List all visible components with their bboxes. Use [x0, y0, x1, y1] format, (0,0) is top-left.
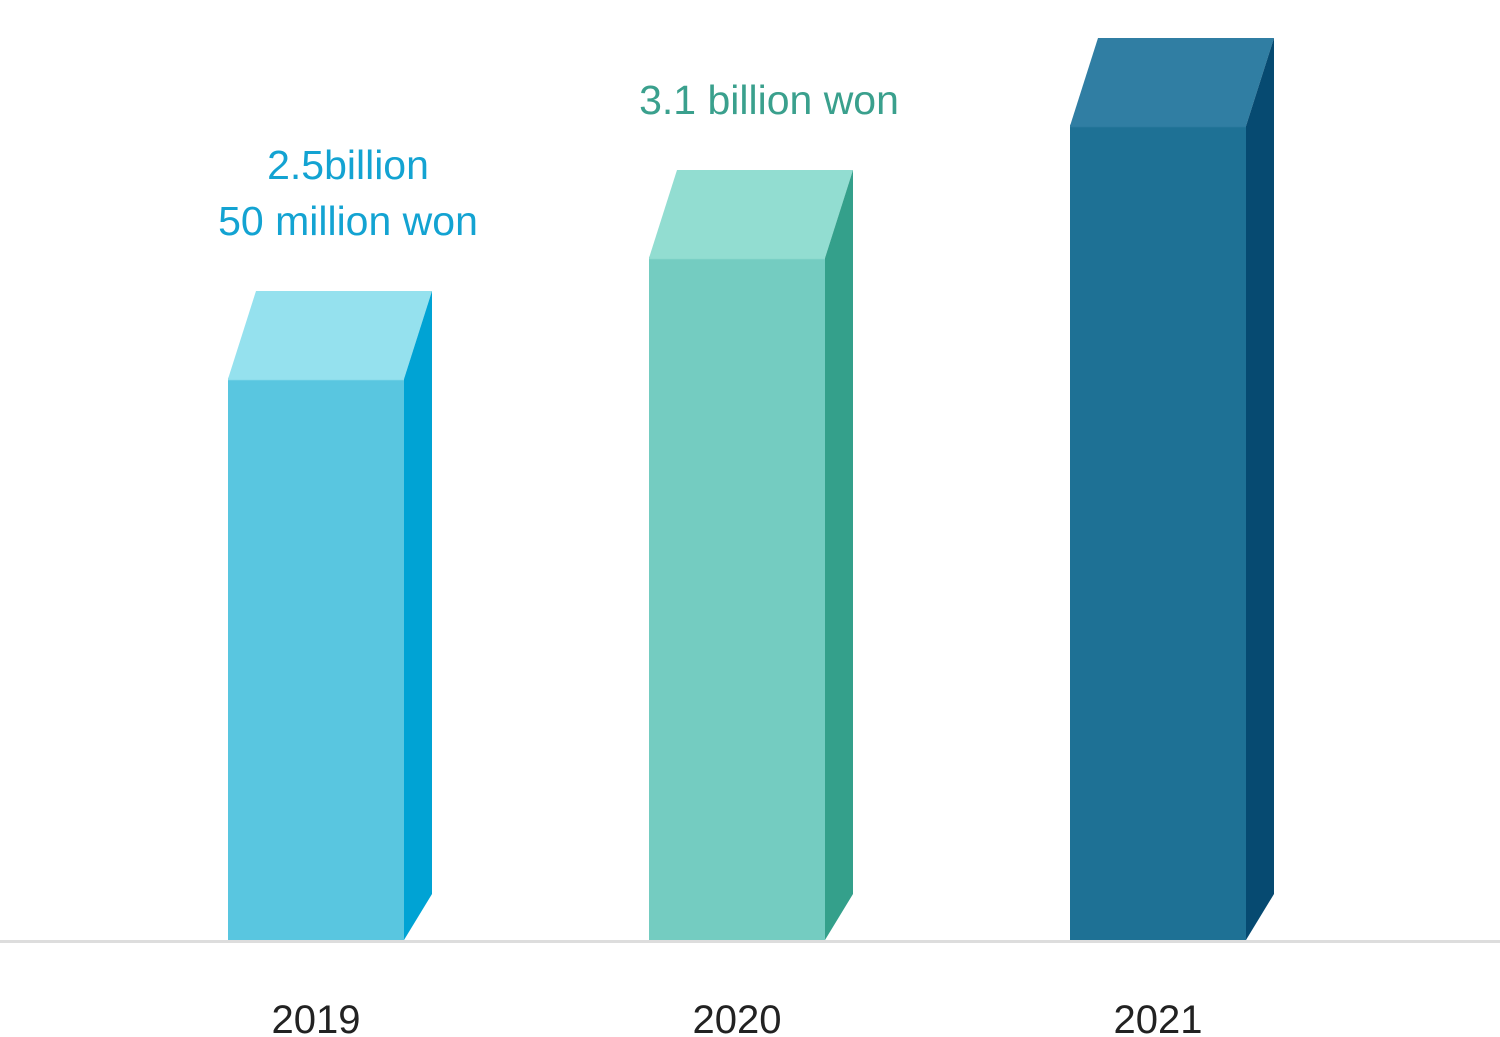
bar-side-2020: [825, 170, 853, 940]
bar-2020: [649, 170, 853, 940]
bar-2021: [1070, 38, 1274, 940]
bar-front-2019: [228, 379, 404, 940]
bar-side-2021: [1246, 38, 1274, 940]
x-tick-label-2021: 2021: [1114, 998, 1203, 1037]
bar-top-2019: [228, 291, 432, 379]
bar-top-2021: [1070, 38, 1274, 126]
x-tick-labels: 2019 2020 2021: [272, 998, 1203, 1037]
data-label-2019-line-1: 2.5billion: [267, 142, 429, 188]
data-label-2020-line-1: 3.1 billion won: [639, 77, 899, 123]
bar-top-2020: [649, 170, 853, 258]
x-tick-label-2020: 2020: [693, 998, 782, 1037]
x-tick-label-2019: 2019: [272, 998, 361, 1037]
data-label-2019-line-2: 50 million won: [218, 198, 478, 244]
bar-front-2021: [1070, 126, 1246, 940]
bar-front-2020: [649, 258, 825, 940]
bars-group: [228, 38, 1274, 940]
bar-side-2019: [404, 291, 432, 940]
bar-2019: [228, 291, 432, 940]
